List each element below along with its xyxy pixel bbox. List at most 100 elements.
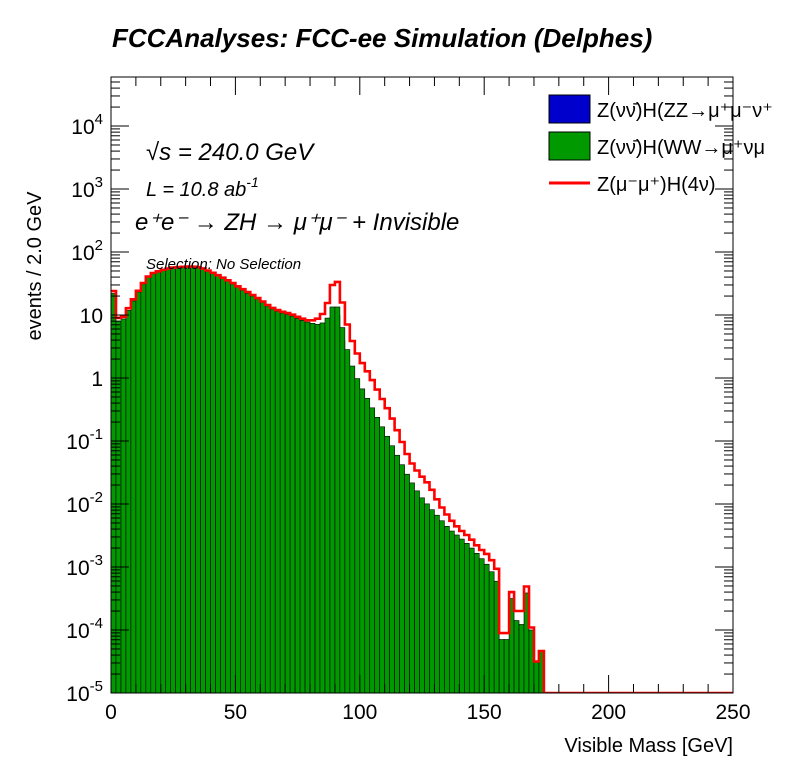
bar-series-1-bin <box>449 530 455 693</box>
bar-series-1-bin <box>364 398 371 693</box>
bar-series-1-bin <box>279 312 286 693</box>
bar-series-1-bin <box>454 534 460 693</box>
bar-series-1-bin <box>339 327 346 693</box>
bar-series-1-bin <box>478 558 485 693</box>
bar-series-1-bin <box>419 497 425 693</box>
annotation-selection: Selection: No Selection <box>146 256 301 273</box>
histogram-bars <box>111 266 545 693</box>
x-tick-label: 100 <box>342 701 377 724</box>
annotation-sqrt-s: √s = 240.0 GeV <box>146 139 315 166</box>
bar-series-1-bin <box>250 295 256 693</box>
bar-series-1-bin <box>240 290 246 693</box>
legend-entry: Z(νν̄)H(WW→μ⁺νμ <box>597 137 765 159</box>
annotation-process: e⁺e⁻ → ZH → μ⁺μ⁻ + Invisible <box>135 209 459 236</box>
bar-series-1-bin <box>190 266 196 693</box>
bar-series-1-bin <box>488 571 495 693</box>
y-tick-label: 1 <box>91 368 103 391</box>
bar-series-1-bin <box>135 291 142 693</box>
bar-series-1-bin <box>369 407 376 693</box>
bar-series-1-bin <box>483 563 490 693</box>
bar-series-1-bin <box>210 273 216 693</box>
bar-series-1-bin <box>314 324 321 693</box>
y-tick-label: 10-1 <box>66 426 103 454</box>
bar-series-1-bin <box>399 464 405 693</box>
bar-series-1-bin <box>354 378 361 693</box>
line-series-2 <box>111 265 733 693</box>
bar-series-1-bin <box>434 514 440 693</box>
bar-series-1-bin <box>140 283 147 693</box>
bar-series-1-bin <box>130 300 137 693</box>
bar-series-1-bin <box>439 520 445 693</box>
annotations: √s = 240.0 GeV L = 10.8 ab-1 e⁺e⁻ → ZH →… <box>135 139 459 273</box>
bar-series-1-bin <box>463 543 470 693</box>
bar-series-1-bin <box>409 482 415 693</box>
bar-series-1-bin <box>289 315 296 693</box>
bar-series-1-bin <box>264 305 271 693</box>
bar-series-1-bin <box>349 365 356 693</box>
y-tick-label: 103 <box>71 174 103 202</box>
bar-series-1-bin <box>404 473 410 693</box>
x-axis-label: Visible Mass [GeV] <box>564 735 733 757</box>
bar-series-1-bin <box>294 318 301 693</box>
bar-series-1-bin <box>255 298 261 693</box>
y-tick-label: 10-2 <box>66 489 103 517</box>
y-axis-label: events / 2.0 GeV <box>24 191 46 341</box>
legend-swatch <box>548 94 591 124</box>
bar-series-1-bin <box>459 538 465 693</box>
bar-series-1-bin <box>165 268 172 693</box>
bar-series-1-bin <box>304 321 311 693</box>
bar-series-1-bin <box>444 526 450 693</box>
bar-series-1-bin <box>215 275 221 693</box>
bar-series-1-bin <box>284 314 291 693</box>
chart-title: FCCAnalyses: FCC-ee Simulation (Delphes) <box>112 23 652 53</box>
bar-series-1-bin <box>230 283 236 693</box>
histogram-lines <box>111 265 733 693</box>
bar-series-1-bin <box>498 639 505 693</box>
bar-series-1-bin <box>274 310 281 693</box>
bar-series-1-bin <box>259 302 266 693</box>
bar-series-1-bin <box>394 454 400 693</box>
x-tick-label: 250 <box>715 701 750 724</box>
bar-series-1-bin <box>503 639 510 693</box>
legend-entry: Z(μ⁻μ⁺)H(4ν) <box>597 174 716 196</box>
bar-series-1-bin <box>473 552 480 693</box>
axis-tick-labels: 0 50 100 150 200 250 10-5 10-4 10-3 10-2 10-1 1 10 10… <box>66 111 750 724</box>
y-tick-label: 102 <box>71 237 103 265</box>
bar-series-1-bin <box>424 503 430 693</box>
bar-series-1-bin <box>269 308 276 693</box>
bar-series-1-bin <box>185 266 191 693</box>
bar-series-1-bin <box>195 267 201 693</box>
legend: Z(νν̄)H(ZZ→μ⁺μ⁻ν⁺ Z(νν̄)H(WW→μ⁺νμ Z(μ⁻μ⁺)H… <box>548 94 773 196</box>
bar-series-1-bin <box>220 278 226 693</box>
bar-series-1-bin <box>319 322 326 693</box>
bar-series-1-bin <box>334 306 341 693</box>
bar-series-1-bin <box>155 271 162 693</box>
y-tick-label: 10-4 <box>66 615 103 643</box>
x-tick-label: 150 <box>467 701 502 724</box>
annotation-lumi: L = 10.8 ab-1 <box>146 174 259 201</box>
bar-series-1-bin <box>170 267 176 693</box>
plot-frame <box>110 76 734 694</box>
bar-series-1-bin <box>518 624 525 693</box>
bar-series-1-bin <box>414 490 420 693</box>
bar-series-1-bin <box>225 280 231 693</box>
bar-series-1-bin <box>533 661 540 693</box>
y-tick-label: 10 <box>80 305 103 328</box>
bar-series-1-bin <box>245 292 251 693</box>
y-tick-label: 104 <box>71 111 103 139</box>
bar-series-1-bin <box>120 318 127 693</box>
bar-series-1-bin <box>205 270 211 693</box>
x-tick-label: 0 <box>105 701 117 724</box>
bar-series-1-bin <box>329 306 336 693</box>
bar-series-1-bin <box>374 417 381 693</box>
bar-series-1-bin <box>468 547 475 693</box>
bar-series-1-bin <box>324 317 331 693</box>
bar-series-1-bin <box>389 445 395 693</box>
bar-series-1-bin <box>344 349 351 693</box>
x-tick-label: 200 <box>591 701 626 724</box>
bar-series-1-bin <box>493 580 500 693</box>
bar-series-1-bin <box>359 388 366 693</box>
bar-series-1-bin <box>145 276 152 693</box>
bar-series-1-bin <box>235 286 241 693</box>
